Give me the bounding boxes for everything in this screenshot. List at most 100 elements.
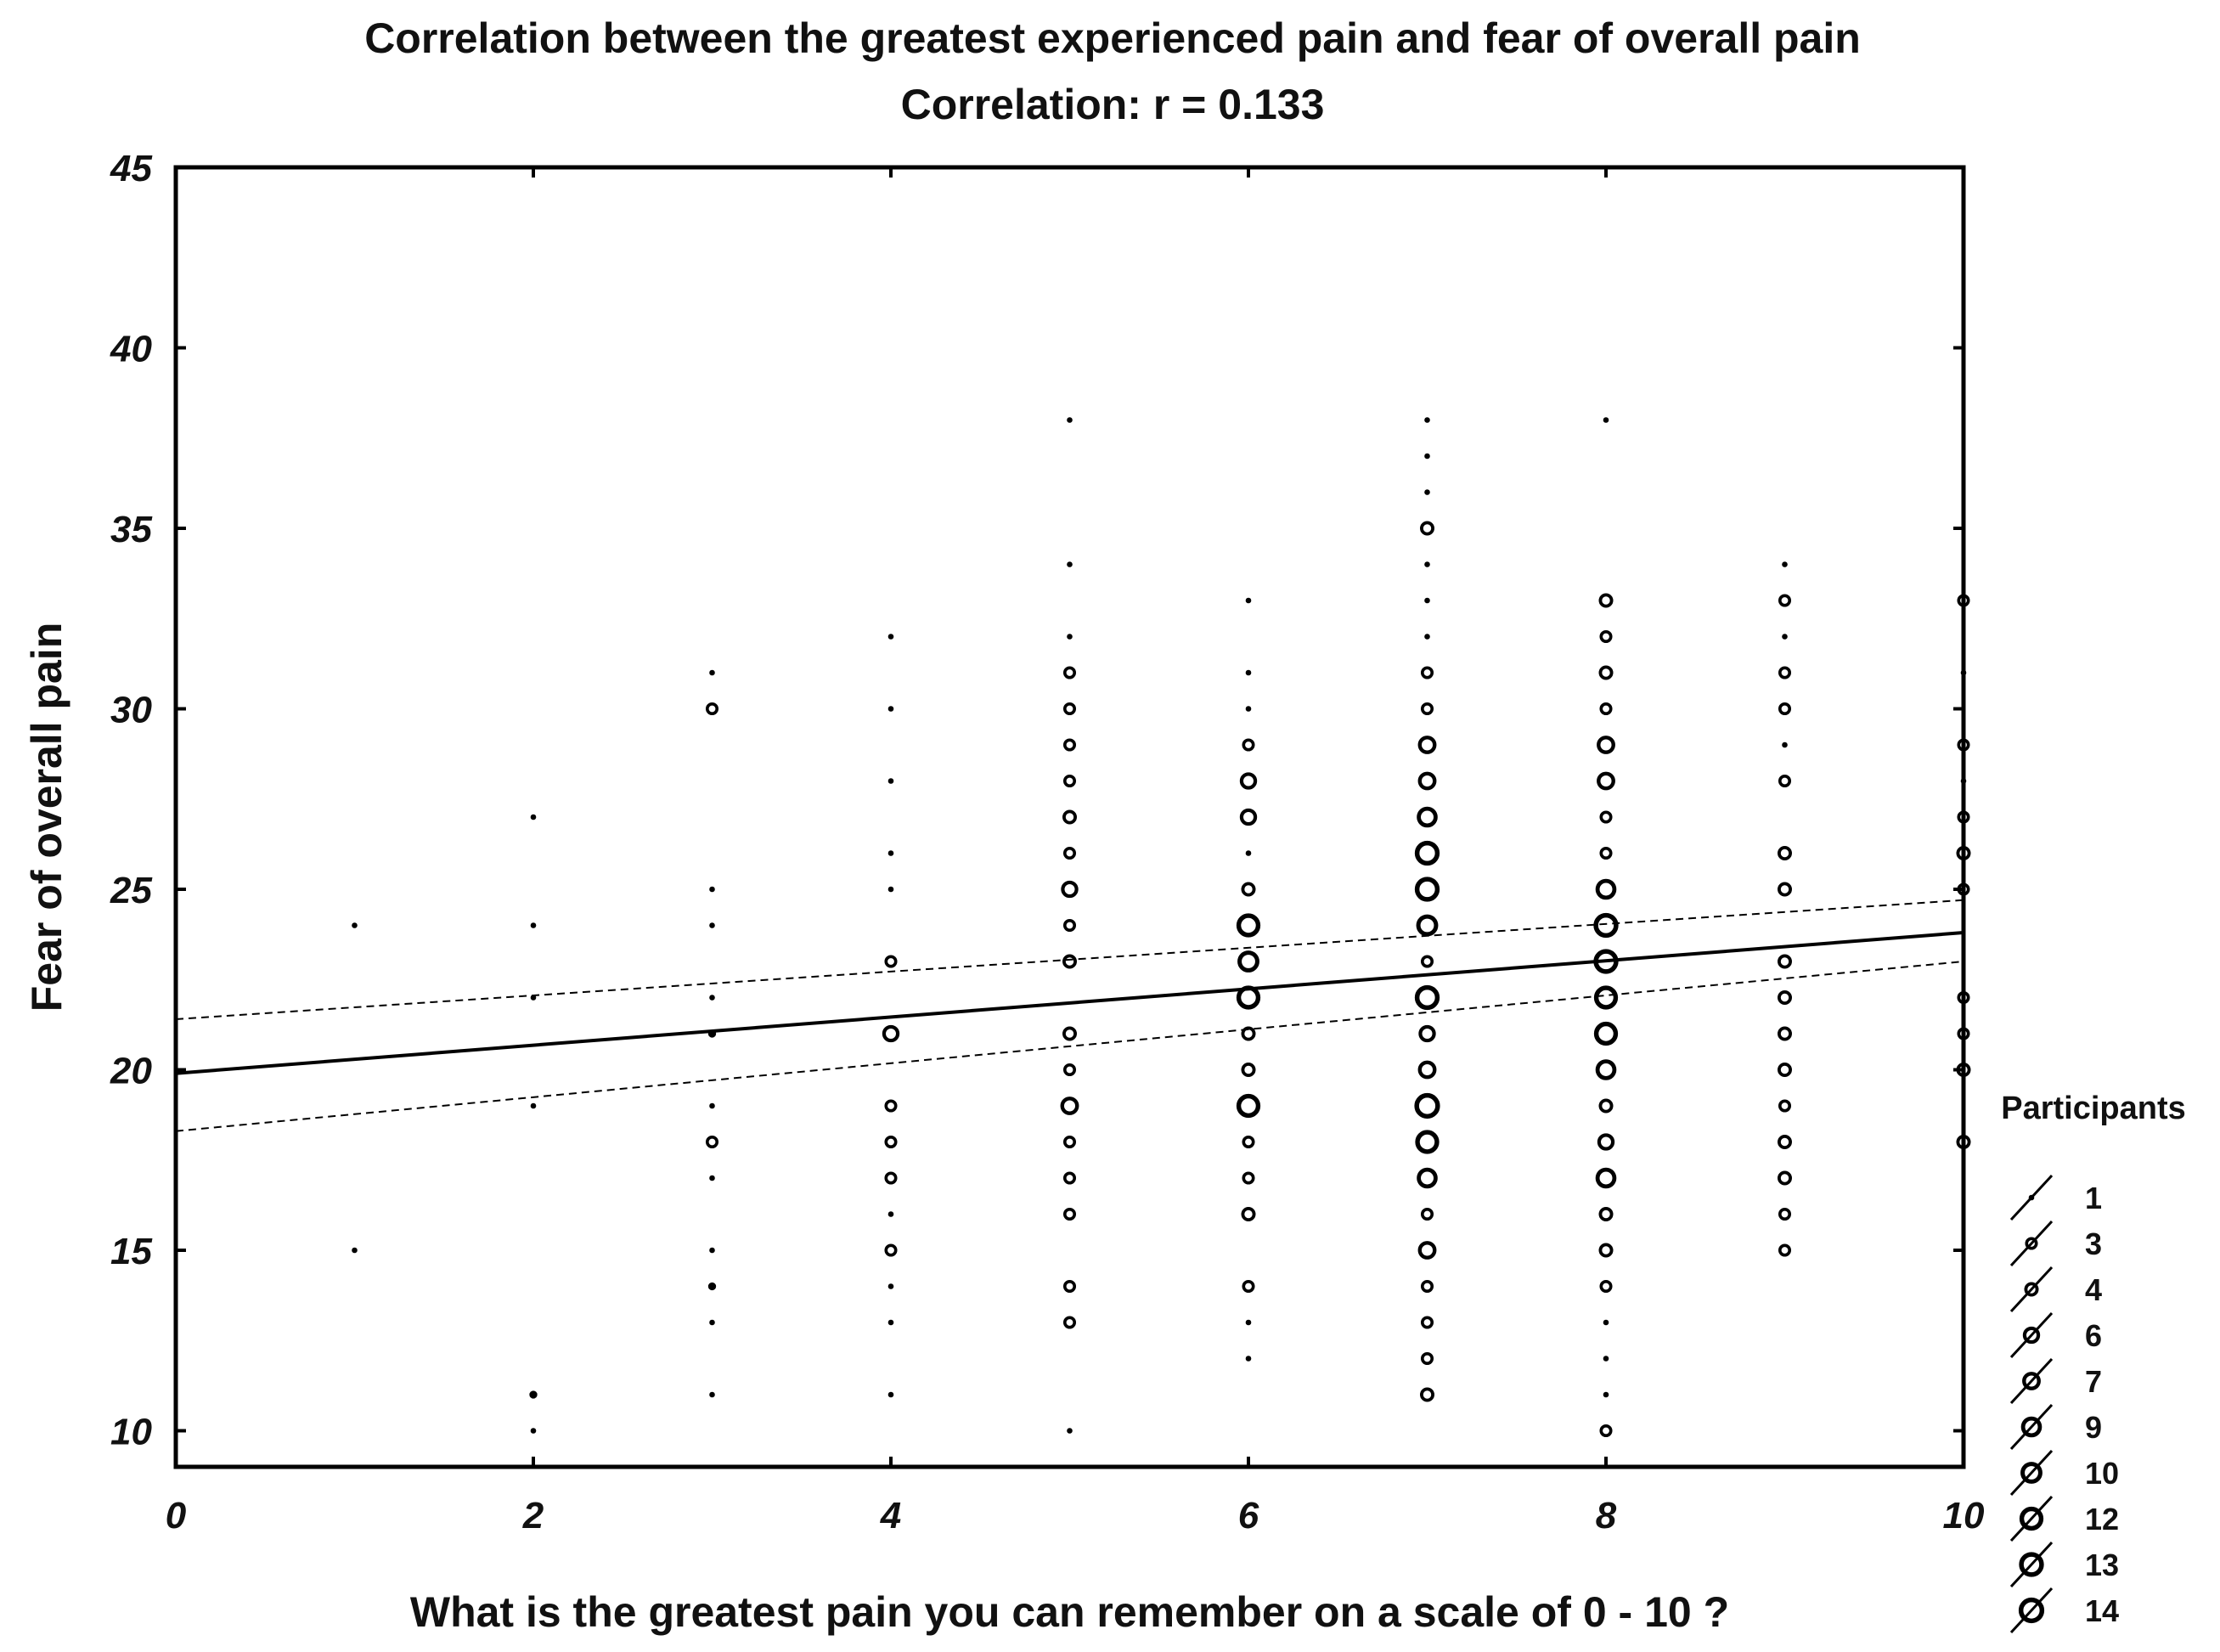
data-point xyxy=(1424,453,1430,460)
data-point xyxy=(705,702,719,716)
data-point xyxy=(887,706,894,712)
data-point xyxy=(1777,1135,1792,1150)
data-point xyxy=(1420,1387,1435,1402)
data-point xyxy=(1424,561,1430,567)
data-point xyxy=(1777,882,1792,897)
data-point xyxy=(887,1391,894,1398)
data-point xyxy=(1417,771,1437,791)
data-point xyxy=(1603,1356,1609,1362)
data-point xyxy=(1597,736,1615,754)
plot-frame xyxy=(173,165,1966,1469)
data-point xyxy=(1595,1167,1617,1189)
legend-label: 9 xyxy=(2085,1410,2102,1445)
data-point xyxy=(1603,1319,1609,1326)
data-point xyxy=(1599,1424,1613,1438)
legend-marker xyxy=(2020,1462,2043,1484)
legend-title: Participants xyxy=(2001,1091,2186,1126)
data-point xyxy=(707,1282,717,1291)
data-point xyxy=(705,1135,719,1149)
x-tick-label: 0 xyxy=(166,1495,187,1536)
data-point xyxy=(1062,1279,1077,1294)
legend-label: 3 xyxy=(2085,1226,2102,1261)
data-point xyxy=(884,1099,898,1113)
data-point xyxy=(1424,489,1430,495)
data-point xyxy=(1777,1026,1792,1041)
data-point xyxy=(884,1171,898,1185)
data-point xyxy=(1239,772,1258,790)
legend-marker xyxy=(2020,1416,2043,1438)
confidence-band-upper xyxy=(175,899,1964,1020)
data-point xyxy=(1062,918,1077,933)
data-point xyxy=(1237,950,1259,973)
data-point xyxy=(1067,634,1073,640)
data-point xyxy=(887,1319,894,1326)
legend-label: 10 xyxy=(2085,1456,2119,1491)
confidence-band-lower xyxy=(175,961,1964,1132)
data-point xyxy=(530,1428,537,1434)
data-point xyxy=(1062,666,1077,679)
data-point xyxy=(1245,669,1252,676)
data-point xyxy=(709,1247,715,1254)
data-point xyxy=(1599,846,1613,860)
data-point xyxy=(1420,521,1435,536)
data-point xyxy=(1245,1356,1252,1362)
data-point xyxy=(884,1135,898,1149)
data-point xyxy=(709,886,715,893)
data-point xyxy=(1061,880,1079,899)
data-point xyxy=(1593,912,1619,939)
data-point xyxy=(1060,1097,1079,1115)
data-point xyxy=(1420,1316,1434,1329)
legend-diagonal xyxy=(2009,1587,2054,1634)
data-point xyxy=(1245,1319,1252,1326)
data-point xyxy=(1062,774,1077,788)
data-point xyxy=(1778,594,1792,607)
data-point xyxy=(1417,1060,1437,1080)
data-point xyxy=(1777,1063,1792,1078)
data-point xyxy=(1417,1241,1437,1260)
data-point xyxy=(1067,1428,1073,1434)
axis-ticks: 0 2 4 6 8 10 10 15 20 25 30 35 40 45 xyxy=(110,148,1985,1536)
data-point xyxy=(1782,634,1788,640)
legend-marker xyxy=(2022,1372,2041,1390)
data-point xyxy=(882,1024,900,1043)
data-point xyxy=(1062,1171,1077,1185)
y-tick-label: 20 xyxy=(110,1051,152,1092)
legend-label: 1 xyxy=(2085,1181,2102,1215)
data-point xyxy=(1239,808,1258,826)
data-point xyxy=(1062,954,1078,969)
legend-diagonal xyxy=(2009,1311,2054,1359)
legend-marker xyxy=(2018,1597,2045,1624)
data-point xyxy=(352,922,358,928)
data-point xyxy=(1782,741,1788,748)
legend-diagonal xyxy=(2009,1266,2054,1313)
data-point xyxy=(1778,774,1792,788)
data-point xyxy=(709,922,715,928)
legend-label: 7 xyxy=(2085,1364,2102,1399)
legend-diagonal xyxy=(2009,1449,2054,1497)
data-point xyxy=(887,1283,894,1289)
data-point xyxy=(530,814,537,820)
data-point xyxy=(709,1102,715,1109)
legend-diagonal xyxy=(2009,1220,2054,1267)
y-tick-label: 25 xyxy=(110,870,152,911)
y-tick-label: 30 xyxy=(110,690,152,731)
data-point xyxy=(1062,1316,1077,1329)
chart-title: Correlation between the greatest experie… xyxy=(364,14,1861,62)
data-point xyxy=(1424,634,1430,640)
data-point xyxy=(530,922,537,928)
y-tick-label: 35 xyxy=(110,509,152,550)
data-point xyxy=(1599,810,1613,824)
y-tick-label: 45 xyxy=(110,148,152,189)
data-point xyxy=(884,1243,898,1257)
data-point xyxy=(1245,706,1252,712)
data-point xyxy=(1595,1059,1617,1080)
data-point xyxy=(1599,629,1613,644)
data-point xyxy=(1062,702,1077,716)
chart-subtitle: Correlation: r = 0.133 xyxy=(901,81,1325,128)
data-point xyxy=(1603,417,1609,423)
data-point xyxy=(530,1102,537,1109)
data-point xyxy=(1415,1130,1440,1154)
data-point xyxy=(1067,417,1073,423)
data-point xyxy=(1777,1170,1792,1186)
